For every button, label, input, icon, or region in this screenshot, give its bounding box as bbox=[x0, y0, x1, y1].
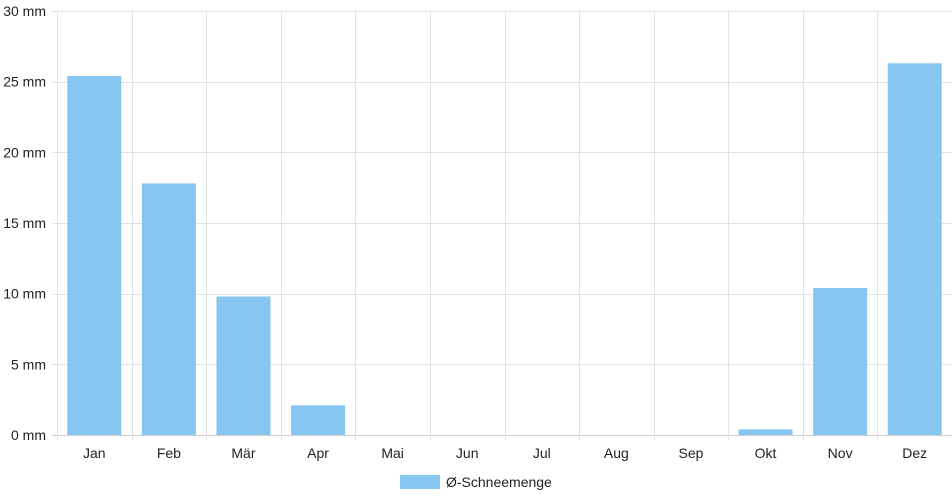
y-tick-label: 15 mm bbox=[3, 215, 46, 231]
y-tick-label: 0 mm bbox=[11, 427, 46, 443]
y-tick-label: 10 mm bbox=[3, 286, 46, 302]
bar-nov[interactable] bbox=[813, 288, 868, 435]
legend-label: Ø-Schneemenge bbox=[446, 474, 552, 490]
x-tick-label: Jan bbox=[83, 445, 106, 461]
bar-mär[interactable] bbox=[216, 296, 271, 435]
x-tick-label: Mär bbox=[231, 445, 255, 461]
y-tick-label: 20 mm bbox=[3, 144, 46, 160]
x-axis: Jan Feb Mär Apr Mai Jun Jul Aug Sep Okt Nov Dez bbox=[83, 445, 927, 461]
x-tick-label: Nov bbox=[828, 445, 853, 461]
y-tick-label: 30 mm bbox=[3, 3, 46, 19]
bar-okt[interactable] bbox=[738, 429, 793, 435]
bar-dez[interactable] bbox=[887, 63, 942, 435]
x-tick-label: Jun bbox=[456, 445, 479, 461]
x-tick-label: Apr bbox=[307, 445, 329, 461]
x-tick-label: Jul bbox=[533, 445, 551, 461]
x-tick-label: Feb bbox=[157, 445, 181, 461]
x-tick-label: Dez bbox=[902, 445, 927, 461]
legend-swatch bbox=[400, 475, 440, 489]
y-axis: 0 mm 5 mm 10 mm 15 mm 20 mm 25 mm 30 mm bbox=[3, 3, 46, 443]
x-tick-label: Aug bbox=[604, 445, 629, 461]
x-tick-label: Mai bbox=[381, 445, 404, 461]
y-tick-label: 5 mm bbox=[11, 356, 46, 372]
grid-lines bbox=[52, 11, 952, 440]
bar-apr[interactable] bbox=[291, 405, 346, 435]
bar-jan[interactable] bbox=[67, 76, 122, 435]
y-tick-label: 25 mm bbox=[3, 74, 46, 90]
legend[interactable]: Ø-Schneemenge bbox=[400, 474, 552, 490]
bar-feb[interactable] bbox=[141, 183, 196, 435]
x-tick-label: Okt bbox=[755, 445, 777, 461]
bar-series bbox=[67, 63, 942, 435]
x-tick-label: Sep bbox=[678, 445, 703, 461]
